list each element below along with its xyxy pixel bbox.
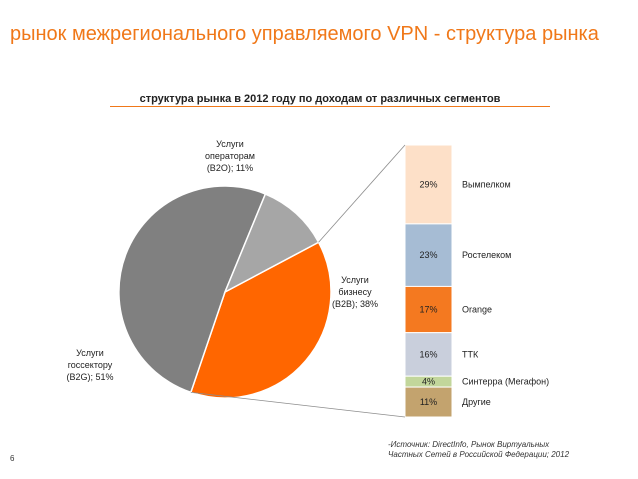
pie-label: Услуги госсектору (B2G); 51% [66, 348, 113, 382]
bar-segment [404, 223, 453, 287]
bar-value-label: 11% [420, 397, 437, 407]
pie-slice [118, 185, 267, 394]
bar-value-label: 29% [419, 179, 437, 189]
bar-segment [404, 386, 453, 418]
bar-segment [404, 144, 453, 225]
page-number: 6 [10, 454, 15, 463]
bar-value-label: 16% [419, 349, 437, 359]
pie-label: Услуги операторам (B2O); 11% [205, 139, 255, 173]
bar-category-label: ТТК [462, 349, 479, 359]
pie-slice [223, 193, 320, 294]
bar-category-label: Ростелеком [462, 250, 511, 260]
bar-segment [404, 332, 453, 377]
pie-label: Услуги бизнесу (B2B); 38% [332, 275, 378, 309]
bar-category-label: Синтерра (Мегафон) [462, 377, 549, 387]
page-title: рынок межрегионального управляемого VPN … [10, 23, 599, 45]
source-note: -Источник: DirectInfo, Рынок Виртуальных… [388, 440, 570, 459]
title-underline [110, 106, 550, 107]
bar-category-label: Другие [462, 397, 491, 407]
bar-category-label: Вымпелком [462, 179, 511, 189]
bar-value-label: 17% [419, 305, 437, 315]
bar-value-label: 23% [419, 250, 437, 260]
connector-line [190, 391, 406, 418]
connector-line [318, 144, 406, 243]
bar-segment [404, 285, 453, 334]
bar-value-label: 4% [422, 377, 435, 387]
pie-slice [189, 241, 332, 399]
bar-category-label: Orange [462, 305, 492, 315]
chart-title: структура рынка в 2012 году по доходам о… [139, 93, 501, 105]
